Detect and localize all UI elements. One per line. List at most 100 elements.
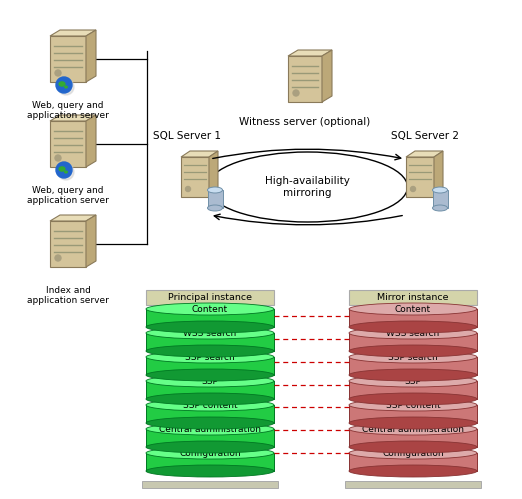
Bar [50,36,86,82]
Bar [349,309,477,327]
Ellipse shape [349,393,477,405]
Ellipse shape [433,205,447,211]
Ellipse shape [349,375,477,387]
Circle shape [58,79,74,95]
Ellipse shape [146,369,274,381]
Text: SSP content: SSP content [183,402,238,411]
Bar [208,190,222,208]
Ellipse shape [146,321,274,333]
Polygon shape [181,151,218,157]
Ellipse shape [349,399,477,411]
Ellipse shape [64,85,68,89]
Bar [146,309,274,327]
Text: Content: Content [192,305,228,314]
Ellipse shape [433,187,447,193]
Polygon shape [86,215,96,267]
Ellipse shape [349,345,477,357]
Ellipse shape [349,423,477,435]
Ellipse shape [349,321,477,333]
Bar [349,357,477,375]
Ellipse shape [146,393,274,405]
Ellipse shape [58,166,66,172]
Polygon shape [50,30,96,36]
Circle shape [293,90,299,96]
Bar [142,481,278,488]
Bar [146,453,274,471]
Text: SSP: SSP [201,378,218,387]
Ellipse shape [146,327,274,339]
Ellipse shape [208,187,222,193]
Text: SQL Server 1: SQL Server 1 [153,131,221,141]
Text: Configuration: Configuration [179,450,241,459]
Polygon shape [86,115,96,167]
Polygon shape [434,151,443,197]
Bar [288,56,322,102]
Text: SSP search: SSP search [185,353,235,362]
Ellipse shape [349,441,477,453]
Circle shape [410,187,416,192]
Text: Witness server (optional): Witness server (optional) [240,117,371,127]
Bar [146,405,274,423]
Polygon shape [209,151,218,197]
Ellipse shape [146,303,274,315]
Ellipse shape [64,170,68,174]
Text: Central administration: Central administration [362,426,464,435]
Ellipse shape [146,423,274,435]
Text: Principal instance: Principal instance [168,293,252,302]
Text: Central administration: Central administration [159,426,261,435]
Circle shape [56,77,72,93]
Bar [349,453,477,471]
Ellipse shape [349,465,477,477]
Text: WSS search: WSS search [386,329,440,338]
Polygon shape [406,151,443,157]
Polygon shape [50,115,96,121]
Ellipse shape [349,303,477,315]
FancyBboxPatch shape [146,290,274,305]
Bar [146,333,274,351]
Polygon shape [322,50,332,102]
Ellipse shape [349,447,477,459]
FancyBboxPatch shape [349,290,477,305]
Ellipse shape [146,441,274,453]
Bar [345,481,481,488]
Ellipse shape [208,205,222,211]
Text: Configuration: Configuration [382,450,444,459]
Bar [181,157,209,197]
Ellipse shape [58,81,66,87]
Text: Index and
application server: Index and application server [27,286,109,305]
Ellipse shape [146,399,274,411]
Text: WSS search: WSS search [183,329,236,338]
Circle shape [58,164,74,180]
Bar [349,405,477,423]
Ellipse shape [146,375,274,387]
Bar [433,190,447,208]
Bar [50,121,86,167]
Bar [349,333,477,351]
Text: SQL Server 2: SQL Server 2 [391,131,459,141]
Bar [146,429,274,447]
Polygon shape [50,215,96,221]
Text: Web, query and
application server: Web, query and application server [27,101,109,120]
Bar [146,357,274,375]
Text: Web, query and
application server: Web, query and application server [27,186,109,206]
Bar [406,157,434,197]
Ellipse shape [349,417,477,429]
Bar [349,381,477,399]
Ellipse shape [146,345,274,357]
Ellipse shape [349,351,477,363]
Ellipse shape [349,327,477,339]
Bar [50,221,86,267]
Circle shape [185,187,191,192]
Circle shape [56,162,72,178]
Text: Content: Content [395,305,431,314]
Ellipse shape [146,417,274,429]
Ellipse shape [146,465,274,477]
Text: SSP content: SSP content [386,402,441,411]
Circle shape [55,155,61,161]
Text: High-availability
mirroring: High-availability mirroring [265,176,350,198]
Bar [349,429,477,447]
Text: Mirror instance: Mirror instance [377,293,449,302]
Circle shape [55,255,61,261]
Polygon shape [86,30,96,82]
Polygon shape [288,50,332,56]
